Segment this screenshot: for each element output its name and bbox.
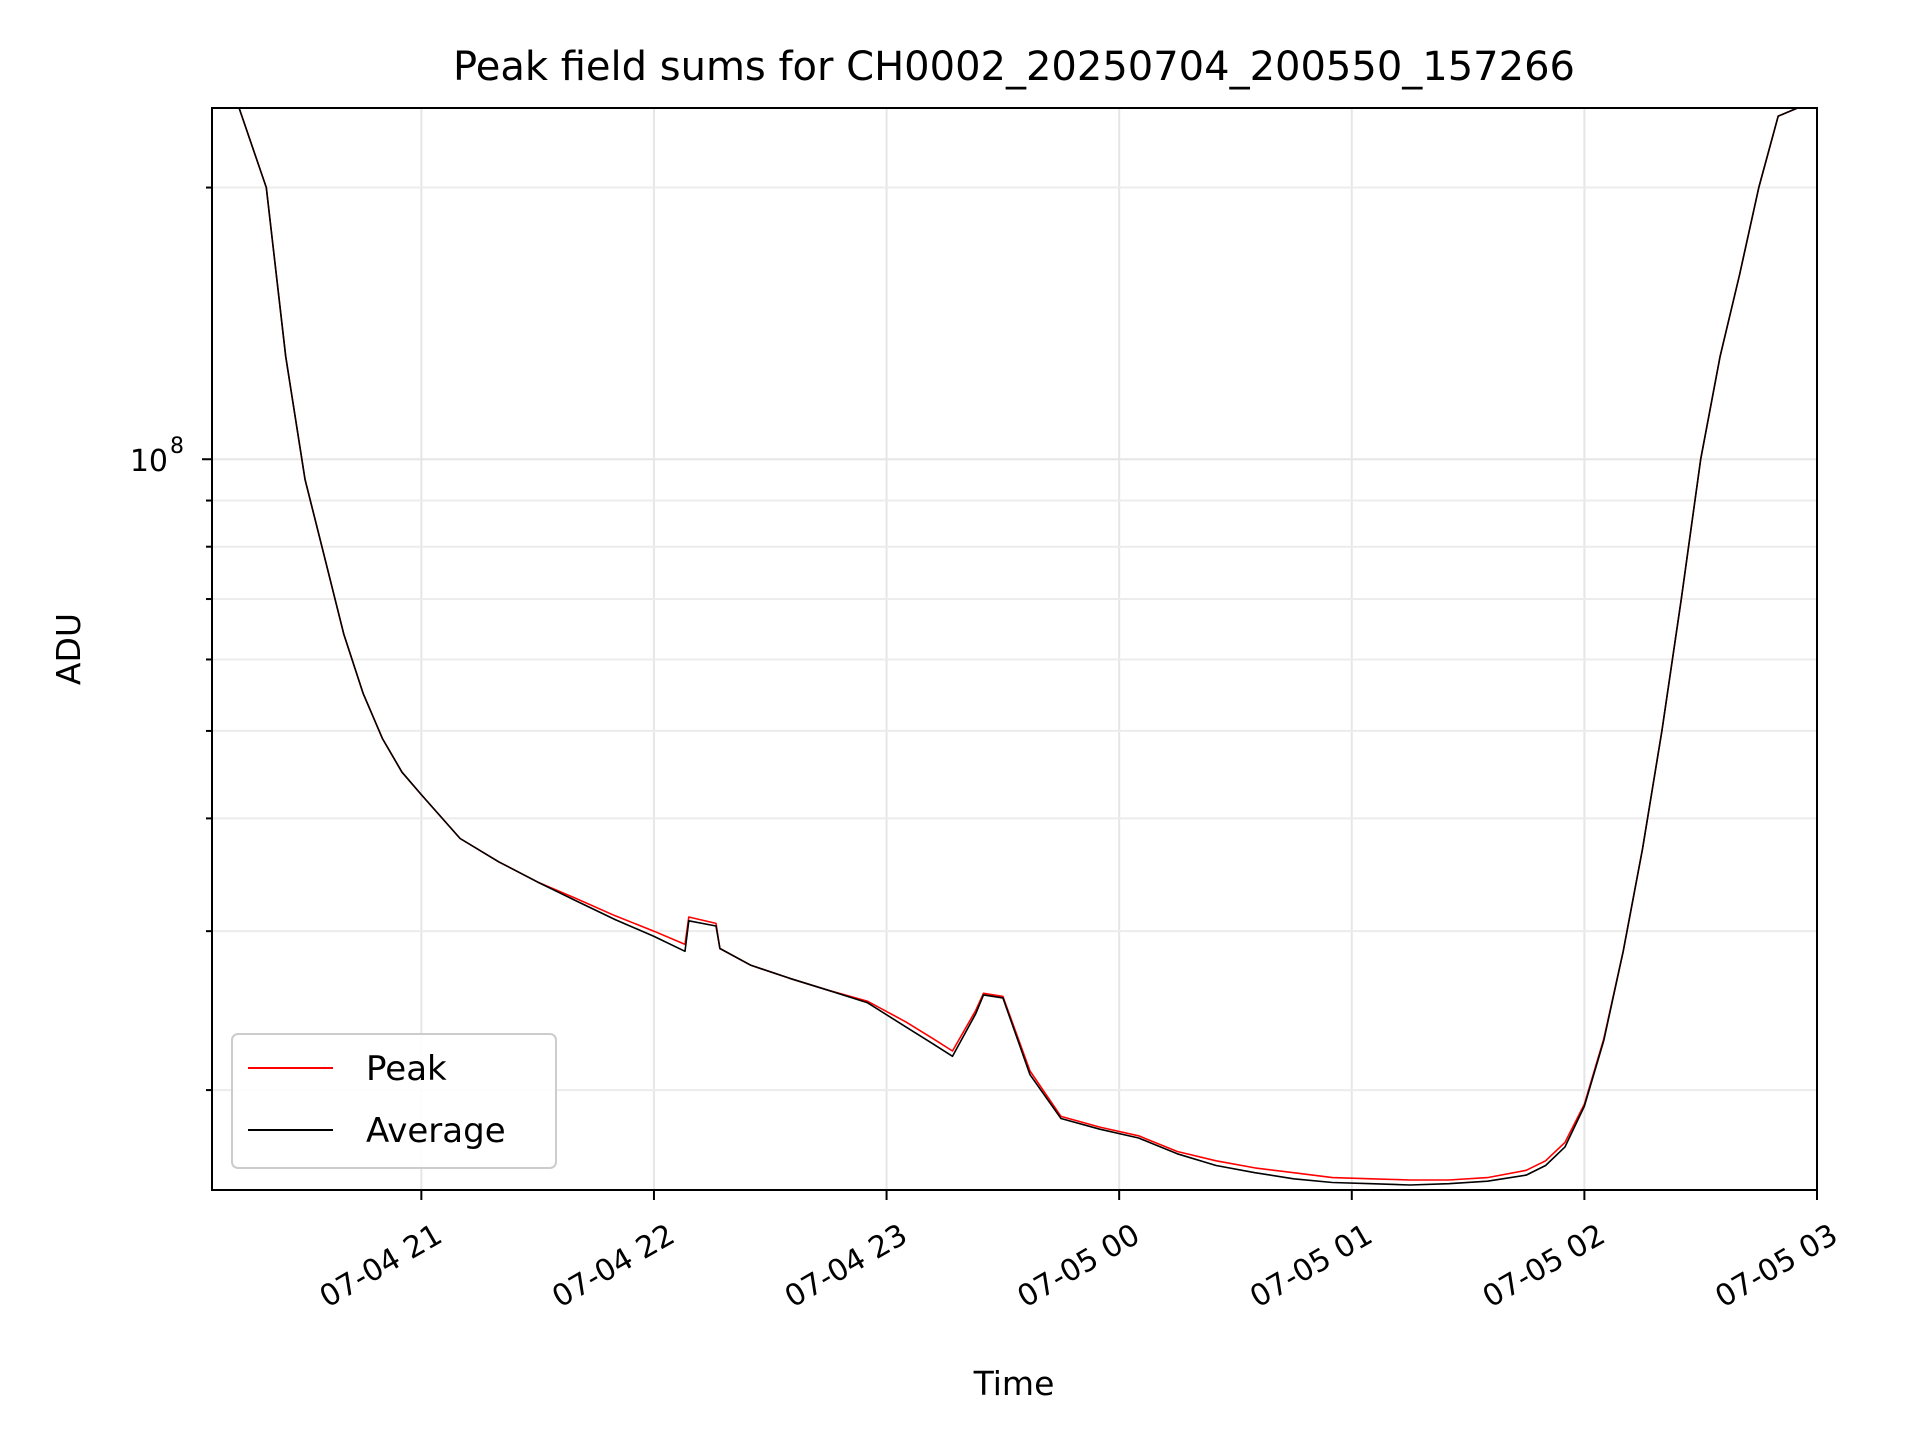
chart-title: Peak field sums for CH0002_20250704_2005… (453, 44, 1575, 90)
x-tick-label-2: 07-04 23 (779, 1217, 913, 1315)
x-tick-label-5: 07-05 02 (1477, 1217, 1611, 1315)
series-line-average (212, 107, 1817, 1186)
series-layer (212, 107, 1817, 1186)
x-tick-label-6: 07-05 03 (1709, 1217, 1843, 1315)
legend-label-peak: Peak (366, 1049, 447, 1089)
y-axis-ticks: 10 8 (130, 186, 212, 1092)
x-tick-label-1: 07-04 22 (546, 1217, 680, 1315)
y-tick-label-exponent-0: 8 (170, 434, 184, 459)
legend: Peak Average (231, 1033, 557, 1169)
x-tick-label-0: 07-04 21 (314, 1217, 448, 1315)
x-axis-label: Time (973, 1364, 1055, 1403)
axes-frame (211, 107, 1818, 1191)
x-axis-ticks: 07-04 21 07-04 22 07-04 23 07-05 00 07-05 01… (314, 1190, 1844, 1315)
y-axis-label: ADU (49, 613, 88, 685)
y-tick-label-base-0: 10 (130, 444, 168, 479)
legend-label-average: Average (366, 1111, 506, 1151)
x-tick-label-3: 07-05 00 (1012, 1217, 1146, 1315)
series-line-peak (212, 107, 1817, 1181)
x-tick-label-4: 07-05 01 (1244, 1217, 1378, 1315)
grid-lines (212, 108, 1817, 1190)
